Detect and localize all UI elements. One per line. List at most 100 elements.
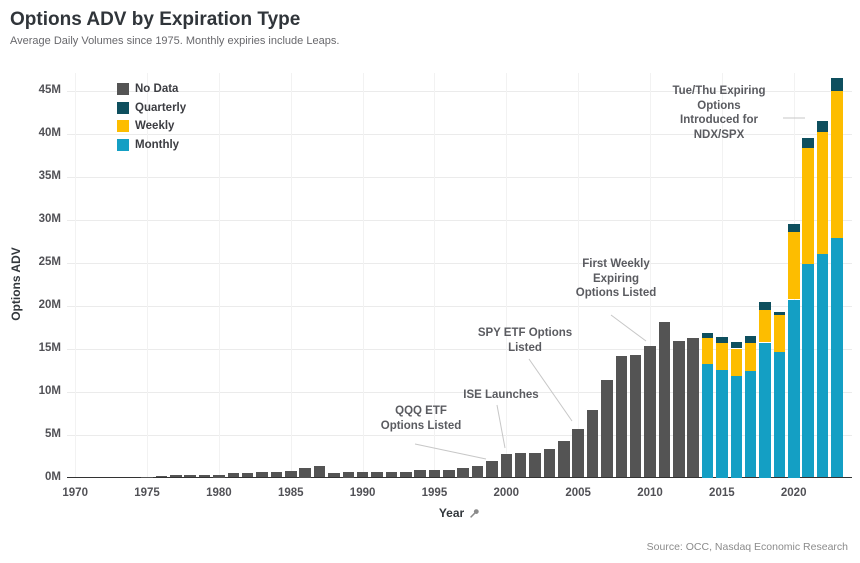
weekly-swatch-icon bbox=[117, 120, 129, 132]
bar-2020-weekly[interactable] bbox=[788, 232, 800, 300]
bar-2010-no_data[interactable] bbox=[644, 345, 656, 478]
bar-2017-monthly[interactable] bbox=[744, 370, 757, 478]
y-tick-label: 45M bbox=[38, 83, 61, 96]
bar-2004-no_data[interactable] bbox=[558, 441, 570, 478]
bar-2021-quarterly[interactable] bbox=[802, 137, 814, 149]
y-tick-label: 10M bbox=[38, 384, 61, 397]
bar-2016-quarterly[interactable] bbox=[730, 341, 742, 349]
x-tick-label: 2005 bbox=[565, 487, 591, 499]
bar-1979-no_data[interactable] bbox=[198, 474, 211, 478]
legend-label-monthly: Monthly bbox=[135, 138, 180, 151]
bar-2016-monthly[interactable] bbox=[730, 376, 742, 478]
bar-1996-no_data[interactable] bbox=[443, 469, 455, 478]
bar-1982-no_data[interactable] bbox=[241, 473, 254, 478]
bar-2015-monthly[interactable] bbox=[716, 370, 728, 478]
bar-2012-no_data[interactable] bbox=[673, 340, 685, 478]
bar-1984-no_data[interactable] bbox=[270, 472, 283, 478]
bar-2022-weekly[interactable] bbox=[816, 131, 829, 254]
bar-2019-quarterly[interactable] bbox=[773, 311, 786, 315]
bar-1995-no_data[interactable] bbox=[428, 469, 441, 478]
legend-label-no-data: No Data bbox=[135, 83, 179, 95]
bar-2003-no_data[interactable] bbox=[543, 449, 556, 478]
x-tick-label: 1970 bbox=[62, 487, 88, 499]
y-gridline bbox=[67, 176, 852, 178]
pin-icon[interactable] bbox=[469, 508, 480, 519]
bar-2018-monthly[interactable] bbox=[759, 342, 771, 478]
bar-2020-monthly[interactable] bbox=[788, 299, 800, 478]
bar-2001-no_data[interactable] bbox=[514, 452, 527, 478]
page-subtitle: Average Daily Volumes since 1975. Monthl… bbox=[10, 35, 340, 47]
bar-2014-monthly[interactable] bbox=[701, 364, 714, 478]
x-tick-label: 1985 bbox=[277, 487, 304, 499]
bar-2021-monthly[interactable] bbox=[802, 264, 814, 478]
legend-item-monthly[interactable]: Monthly bbox=[117, 138, 186, 151]
bar-1985-no_data[interactable] bbox=[285, 470, 297, 478]
quarterly-swatch-icon bbox=[117, 101, 129, 114]
bar-2016-weekly[interactable] bbox=[730, 348, 742, 376]
bar-1987-no_data[interactable] bbox=[313, 466, 326, 478]
bar-2014-weekly[interactable] bbox=[701, 338, 714, 364]
bar-2021-weekly[interactable] bbox=[802, 148, 814, 265]
bar-2015-quarterly[interactable] bbox=[716, 337, 728, 344]
annotation-qqq: QQQ ETF Options Listed bbox=[380, 405, 462, 432]
bar-2002-no_data[interactable] bbox=[529, 452, 541, 478]
bar-1992-no_data[interactable] bbox=[385, 472, 398, 478]
bar-2022-monthly[interactable] bbox=[816, 253, 829, 478]
x-axis-title: Year bbox=[438, 506, 465, 520]
bar-1981-no_data[interactable] bbox=[227, 473, 239, 478]
y-tick-label: 5M bbox=[45, 427, 61, 440]
y-gridline bbox=[67, 391, 852, 393]
y-gridline bbox=[67, 262, 852, 264]
x-tick-label: 2020 bbox=[780, 487, 807, 499]
bar-2008-no_data[interactable] bbox=[615, 356, 627, 478]
bar-2020-quarterly[interactable] bbox=[788, 223, 800, 233]
bar-2011-no_data[interactable] bbox=[658, 321, 671, 478]
y-gridline bbox=[67, 133, 852, 135]
x-gridline bbox=[721, 73, 723, 478]
annotation-ise: ISE Launches bbox=[463, 389, 539, 401]
bar-2015-weekly[interactable] bbox=[716, 343, 728, 370]
bar-2023-monthly[interactable] bbox=[831, 238, 843, 478]
bar-2007-no_data[interactable] bbox=[601, 380, 613, 478]
legend-item-no-data[interactable]: No Data bbox=[117, 83, 186, 95]
bar-2023-weekly[interactable] bbox=[831, 91, 843, 239]
bar-1980-no_data[interactable] bbox=[213, 474, 225, 478]
bar-2019-weekly[interactable] bbox=[773, 315, 786, 352]
bar-1998-no_data[interactable] bbox=[471, 465, 484, 478]
bar-1991-no_data[interactable] bbox=[371, 472, 383, 478]
bar-1975-no_data[interactable] bbox=[141, 476, 153, 478]
bar-1988-no_data[interactable] bbox=[328, 473, 340, 478]
bar-2022-quarterly[interactable] bbox=[816, 120, 829, 132]
bar-1976-no_data[interactable] bbox=[155, 475, 168, 478]
bar-2006-no_data[interactable] bbox=[586, 409, 599, 478]
bar-1993-no_data[interactable] bbox=[400, 471, 412, 478]
annotation-first-weekly: First Weekly Expiring Options Listed bbox=[575, 258, 657, 299]
x-gridline bbox=[434, 73, 436, 478]
bar-2023-quarterly[interactable] bbox=[831, 77, 843, 92]
bar-2005-no_data[interactable] bbox=[572, 429, 584, 478]
bar-1994-no_data[interactable] bbox=[414, 470, 426, 478]
bar-2014-quarterly[interactable] bbox=[701, 333, 714, 339]
bar-1977-no_data[interactable] bbox=[170, 475, 182, 478]
monthly-swatch-icon bbox=[117, 138, 129, 151]
bar-2000-no_data[interactable] bbox=[500, 454, 512, 478]
x-gridline bbox=[218, 73, 220, 478]
bar-2019-monthly[interactable] bbox=[773, 351, 786, 478]
bar-1989-no_data[interactable] bbox=[342, 471, 354, 478]
bar-2013-no_data[interactable] bbox=[687, 338, 699, 478]
y-tick-label: 35M bbox=[38, 169, 61, 182]
bar-2017-quarterly[interactable] bbox=[744, 335, 757, 344]
bar-1997-no_data[interactable] bbox=[457, 468, 469, 478]
bar-1990-no_data[interactable] bbox=[356, 471, 369, 478]
bar-1978-no_data[interactable] bbox=[184, 475, 196, 478]
bar-1983-no_data[interactable] bbox=[256, 471, 268, 478]
bar-1999-no_data[interactable] bbox=[486, 461, 498, 478]
bar-2009-no_data[interactable] bbox=[629, 355, 642, 478]
bar-2018-quarterly[interactable] bbox=[759, 302, 771, 310]
legend-item-quarterly[interactable]: Quarterly bbox=[117, 101, 186, 114]
bar-1986-no_data[interactable] bbox=[299, 468, 311, 478]
x-axis-title-row: Year bbox=[67, 506, 852, 520]
bar-2017-weekly[interactable] bbox=[744, 343, 757, 371]
bar-2018-weekly[interactable] bbox=[759, 309, 771, 343]
legend-item-weekly[interactable]: Weekly bbox=[117, 120, 186, 132]
